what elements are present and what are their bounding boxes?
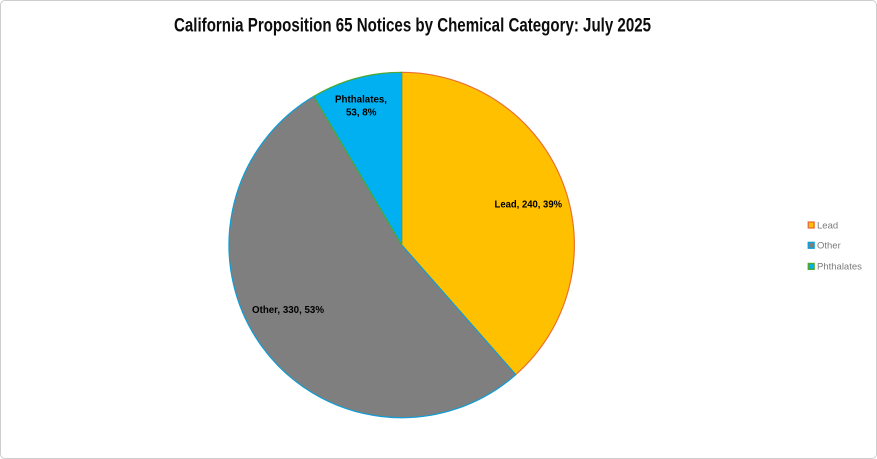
svg-text:Lead: Lead bbox=[817, 220, 838, 231]
svg-text:53, 8%: 53, 8% bbox=[346, 106, 377, 118]
svg-text:California Proposition 65 Noti: California Proposition 65 Notices by Che… bbox=[174, 15, 651, 37]
svg-text:Phthalates: Phthalates bbox=[817, 261, 862, 272]
svg-text:Lead, 240, 39%: Lead, 240, 39% bbox=[495, 199, 563, 211]
svg-text:Other, 330, 53%: Other, 330, 53% bbox=[252, 304, 325, 316]
svg-text:Other: Other bbox=[817, 241, 841, 252]
svg-text:Phthalates,: Phthalates, bbox=[335, 93, 387, 105]
